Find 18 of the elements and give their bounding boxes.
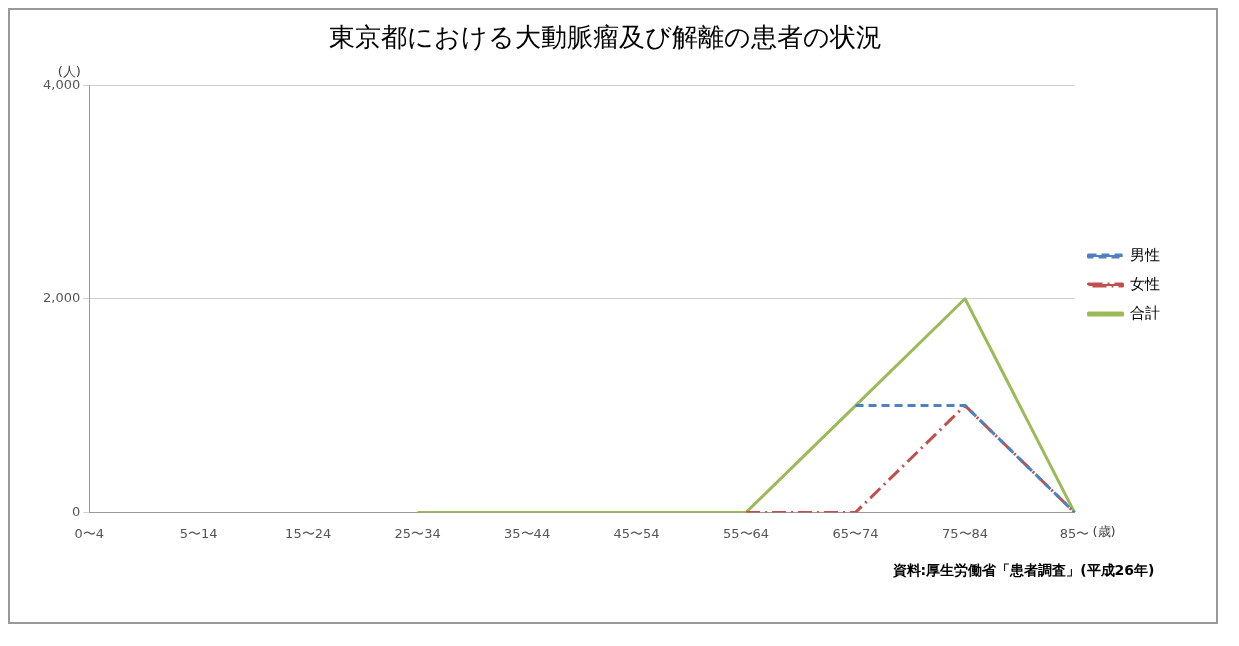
x-tick-label: 25〜34 [394,525,441,541]
chart-title: 東京都における大動脈瘤及び解離の患者の状況 [328,22,882,53]
y-tick-label: 0 [71,503,81,519]
x-tick-label: 15〜24 [285,525,332,541]
y-tick-label: 2,000 [43,290,81,306]
x-tick-label: 0〜4 [74,525,104,541]
x-tick-label: 45〜54 [613,525,660,541]
legend-label: 男性 [1130,245,1160,264]
legend-label: 女性 [1130,274,1160,293]
legend-label: 合計 [1130,303,1160,322]
x-tick-label: 85〜 [1059,525,1090,541]
x-tick-label: 75〜84 [941,525,989,541]
x-axis-title: (歳) [1092,524,1116,540]
text: 資料:厚生労働省「患者調査」(平成26年) [891,562,1155,579]
x-tick-label: 55〜64 [723,525,770,541]
x-tick-label: 35〜44 [504,525,551,541]
x-tick-label: 5〜14 [179,525,218,541]
x-tick-label: 65〜74 [832,525,879,541]
